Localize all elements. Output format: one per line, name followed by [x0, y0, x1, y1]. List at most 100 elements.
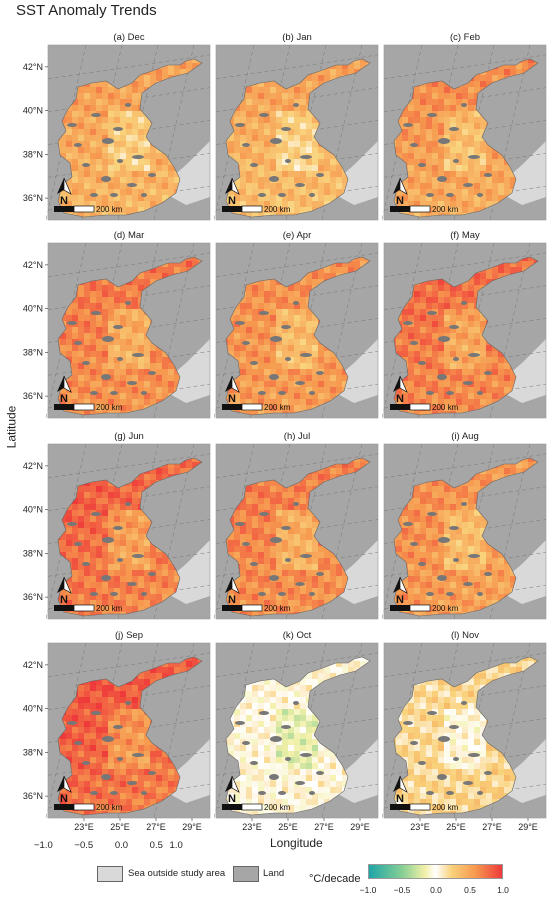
panel-title: (g) Jun — [114, 431, 144, 442]
colorbar — [368, 864, 503, 879]
north-arrow: N — [57, 177, 72, 207]
panel-title: (k) Oct — [283, 630, 312, 641]
y-tick-label: 42°N — [23, 461, 43, 471]
x-tick-label: 29°E — [350, 822, 370, 832]
scale-label: 200 km — [96, 604, 123, 613]
y-tick-label: 38°N — [23, 548, 43, 558]
y-tick-label: 42°N — [23, 660, 43, 670]
land-mass-north — [48, 243, 210, 295]
x-tick-label: 27°E — [482, 822, 502, 832]
x-tick-label: 25°E — [110, 822, 130, 832]
coastline — [225, 457, 371, 617]
map-panel: (b) Jan N 200 km — [213, 32, 379, 221]
colorbar-title: °C/decade — [309, 873, 361, 885]
scale-label: 200 km — [432, 205, 459, 214]
scale-bar: 200 km — [54, 803, 123, 812]
scale-bar: 200 km — [54, 205, 123, 214]
north-label: N — [228, 594, 236, 606]
scale-label: 200 km — [264, 803, 291, 812]
coastline — [393, 256, 539, 416]
panel-title: (a) Dec — [113, 32, 144, 43]
north-label: N — [60, 594, 68, 606]
scale-label: 200 km — [264, 205, 291, 214]
north-arrow: N — [57, 775, 72, 805]
panel-frame — [215, 242, 379, 419]
colorbar-tick: 0.0 — [430, 885, 442, 895]
panel-frame — [383, 242, 547, 419]
scale-label: 200 km — [96, 403, 123, 412]
panel-frame — [215, 44, 379, 221]
map-panel: (d) Mar N 200 km 42°N 40°N 38°N 36°N — [23, 230, 211, 419]
panel-frame — [383, 443, 547, 620]
map-grid: (a) Dec N 200 km 42°N 40°N 38°N 36°N (b) Jan N 20… — [23, 32, 547, 832]
scale-label: 200 km — [96, 205, 123, 214]
x-axis-label: Longitude — [270, 836, 323, 850]
colorbar-tick: 1.0 — [497, 885, 509, 895]
coastline — [57, 457, 203, 617]
extra-tick: 0.5 — [149, 840, 163, 851]
extra-tick-row: −1.0 −0.5 0.0 0.5 1.0 — [34, 840, 202, 851]
sea-outside-label: Sea outside study area — [128, 868, 226, 879]
panel-title: (j) Sep — [115, 630, 143, 641]
y-tick-label: 40°N — [23, 704, 43, 714]
panel-frame — [47, 642, 211, 819]
coastline — [225, 656, 371, 816]
north-label: N — [228, 195, 236, 207]
land-key — [233, 866, 259, 882]
map-panel: (g) Jun N 200 km 42°N 40°N 38°N 36°N — [23, 431, 211, 620]
panel-frame — [47, 443, 211, 620]
north-arrow: N — [225, 375, 240, 405]
north-arrow: N — [393, 576, 408, 606]
coastline — [393, 656, 539, 816]
panel-title: (l) Nov — [451, 630, 479, 641]
y-tick-label: 36°N — [23, 791, 43, 801]
scale-label: 200 km — [432, 403, 459, 412]
land-mass-north — [48, 45, 210, 97]
land-mass-north — [384, 45, 546, 97]
scale-label: 200 km — [96, 803, 123, 812]
x-tick-label: 23°E — [410, 822, 430, 832]
coastline — [225, 256, 371, 416]
y-tick-label: 36°N — [23, 592, 43, 602]
panel-title: (d) Mar — [114, 230, 145, 241]
map-panel: (h) Jul N 200 km — [213, 431, 379, 620]
north-label: N — [60, 793, 68, 805]
land-mass-north — [384, 444, 546, 496]
panel-frame — [215, 443, 379, 620]
north-arrow: N — [225, 775, 240, 805]
north-arrow: N — [57, 375, 72, 405]
y-tick-label: 42°N — [23, 62, 43, 72]
coastline — [57, 58, 203, 218]
land-mass-north — [48, 643, 210, 695]
north-arrow: N — [393, 375, 408, 405]
north-label: N — [396, 195, 404, 207]
north-label: N — [60, 195, 68, 207]
map-panel: (c) Feb N 200 km — [381, 32, 547, 221]
y-tick-label: 38°N — [23, 149, 43, 159]
scale-bar: 200 km — [390, 803, 459, 812]
extra-tick: −1.0 — [34, 840, 53, 851]
figure-title: SST Anomaly Trends — [16, 2, 157, 19]
map-panel: (k) Oct N 200 km 23°E 25°E 27°E 29°E — [213, 630, 379, 832]
land-label: Land — [263, 868, 285, 879]
x-tick-label: 25°E — [278, 822, 298, 832]
panel-title: (e) Apr — [283, 230, 312, 241]
north-label: N — [60, 393, 68, 405]
panel-frame — [47, 44, 211, 221]
scale-bar: 200 km — [222, 403, 291, 412]
coastline — [57, 656, 203, 816]
x-tick-label: 23°E — [242, 822, 262, 832]
land-mass-north — [216, 243, 378, 295]
north-label: N — [228, 393, 236, 405]
north-arrow: N — [57, 576, 72, 606]
coastline — [57, 256, 203, 416]
panel-title: (i) Aug — [451, 431, 478, 442]
scale-bar: 200 km — [390, 205, 459, 214]
map-panel: (j) Sep N 200 km 42°N 40°N 38°N 36°N 23°E 25°E 27… — [23, 630, 211, 832]
extra-tick: 1.0 — [169, 840, 183, 851]
sea-outside-key — [97, 866, 123, 882]
panel-frame — [47, 242, 211, 419]
scale-bar: 200 km — [54, 403, 123, 412]
map-panel: (l) Nov N 200 km 23°E 25°E 27°E 29°E — [381, 630, 547, 832]
scale-label: 200 km — [432, 803, 459, 812]
